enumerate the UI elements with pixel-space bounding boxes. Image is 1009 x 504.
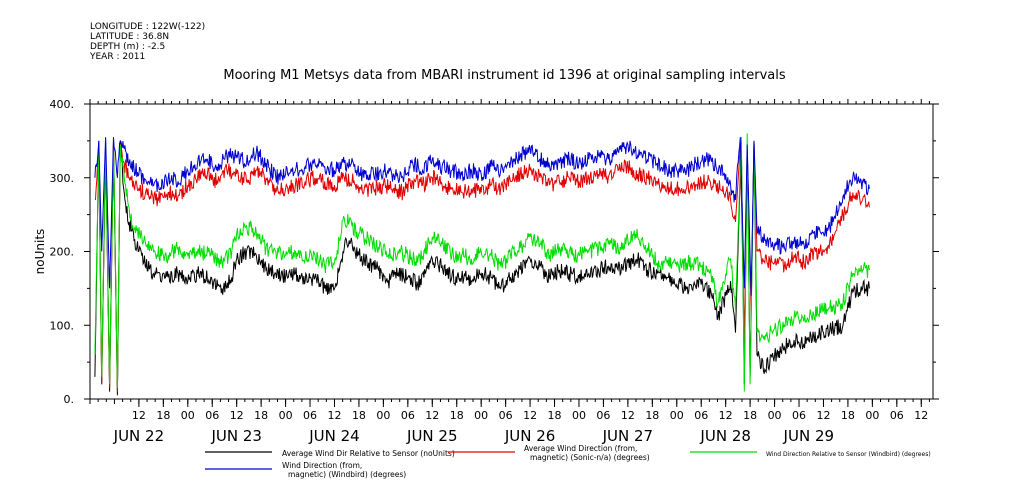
x-day-label: JUN 29 — [783, 427, 834, 445]
legend-label-3: magnetic) (Windbird) (degrees) — [288, 470, 406, 479]
x-tick-label: 12 — [327, 409, 341, 422]
depth-text: DEPTH (m) : -2.5 — [90, 42, 166, 52]
legend-label-0: Average Wind Dir Relative to Sensor (noU… — [282, 449, 455, 458]
chart-title: Mooring M1 Metsys data from MBARI instru… — [223, 68, 786, 83]
x-tick-label: 12 — [719, 409, 733, 422]
legend: Average Wind Dir Relative to Sensor (noU… — [205, 444, 931, 479]
x-tick-label: 00 — [474, 409, 488, 422]
x-tick-label: 00 — [279, 409, 293, 422]
series-line-1 — [94, 137, 870, 392]
x-tick-label: 12 — [621, 409, 635, 422]
x-day-label: JUN 22 — [113, 427, 164, 445]
y-tick-label: 0. — [64, 393, 75, 406]
y-axis-label: noUnits — [33, 229, 47, 275]
legend-label-1: Average Wind Direction (from, — [524, 444, 637, 453]
x-day-label: JUN 25 — [406, 427, 457, 445]
x-day-label: JUN 26 — [504, 427, 555, 445]
x-tick-label: 00 — [865, 409, 879, 422]
x-tick-label: 12 — [230, 409, 244, 422]
x-day-label: JUN 28 — [699, 427, 750, 445]
year-text: YEAR : 2011 — [90, 52, 146, 62]
x-tick-label: 06 — [499, 409, 513, 422]
x-tick-label: 00 — [768, 409, 782, 422]
x-day-label: JUN 24 — [308, 427, 359, 445]
axes-layer: 0. 100. 200. 300. 400. noUnits 12 18 00 06 12 18 00 0… — [33, 98, 939, 445]
x-tick-label: 06 — [401, 409, 415, 422]
y-tick-label: 200. — [50, 246, 75, 259]
series-line-3 — [94, 137, 870, 296]
x-tick-label: 06 — [694, 409, 708, 422]
legend-label-3: Wind Direction (from, — [282, 461, 362, 470]
x-tick-label: 12 — [132, 409, 146, 422]
x-tick-label: 06 — [596, 409, 610, 422]
y-tick-label: 100. — [50, 319, 75, 332]
x-tick-label: 18 — [156, 409, 170, 422]
x-tick-label: 06 — [303, 409, 317, 422]
x-tick-label: 18 — [645, 409, 659, 422]
x-tick-label: 18 — [450, 409, 464, 422]
y-tick-label: 400. — [50, 98, 75, 111]
metadata-block: LONGITUDE : 122W(-122) LATITUDE : 36.8N … — [90, 22, 205, 62]
x-day-label: JUN 23 — [210, 427, 261, 445]
x-tick-label: 00 — [181, 409, 195, 422]
x-tick-label: 06 — [792, 409, 806, 422]
longitude-text: LONGITUDE : 122W(-122) — [90, 22, 206, 32]
x-tick-label: 06 — [205, 409, 219, 422]
x-tick-label: 00 — [376, 409, 390, 422]
x-day-label: JUN 27 — [602, 427, 653, 445]
x-tick-label: 00 — [572, 409, 586, 422]
latitude-text: LATITUDE : 36.8N — [90, 32, 170, 42]
x-tick-label: 12 — [914, 409, 928, 422]
x-tick-label: 18 — [841, 409, 855, 422]
series-line-2 — [94, 133, 870, 392]
x-tick-label: 18 — [743, 409, 757, 422]
y-tick-label: 300. — [50, 172, 75, 185]
legend-label-1: magnetic) (Sonic-n/a) (degrees) — [530, 453, 650, 462]
x-tick-label: 12 — [816, 409, 830, 422]
x-tick-label: 12 — [523, 409, 537, 422]
x-tick-label: 18 — [352, 409, 366, 422]
legend-label-2: Wind Direction Relative to Sensor (Windb… — [766, 451, 931, 458]
x-tick-label: 12 — [425, 409, 439, 422]
x-tick-label: 00 — [670, 409, 684, 422]
x-tick-label: 18 — [254, 409, 268, 422]
series-layer — [94, 133, 870, 396]
series-line-0 — [94, 140, 870, 396]
x-tick-label: 18 — [548, 409, 562, 422]
x-tick-label: 06 — [890, 409, 904, 422]
